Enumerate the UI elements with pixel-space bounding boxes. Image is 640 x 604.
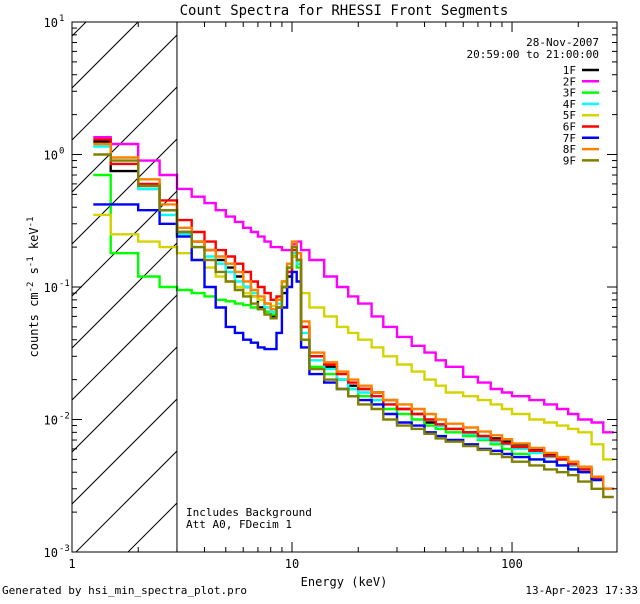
x-tick-label: 1 <box>68 557 75 571</box>
legend-label-4F: 4F <box>563 98 576 111</box>
legend-label-7F: 7F <box>563 132 576 145</box>
legend-label-9F: 9F <box>563 154 576 167</box>
y-tick-label: 10 <box>44 546 58 560</box>
hatch-line <box>72 34 177 141</box>
hatch-line <box>72 242 177 349</box>
x-axis-label: Energy (keV) <box>301 575 388 589</box>
footer-generator: Generated by hsi_min_spectra_plot.pro <box>2 584 247 597</box>
x-tick-label: 10 <box>285 557 299 571</box>
hatch-line <box>75 450 177 552</box>
series-3F <box>93 173 614 490</box>
series-2F <box>93 136 614 434</box>
legend-label-1F: 1F <box>563 64 576 77</box>
footer-timestamp: 13-Apr-2023 17:33 <box>525 584 638 597</box>
y-tick-exponent: 0 <box>59 147 64 157</box>
series-8F <box>93 142 614 490</box>
series-4F <box>93 145 614 490</box>
hatch-line <box>72 86 177 193</box>
legend-label-2F: 2F <box>563 75 576 88</box>
legend-label-3F: 3F <box>563 87 576 100</box>
y-axis-label: counts cm-2 s-1 keV-1 <box>26 217 41 358</box>
legend-label-6F: 6F <box>563 121 576 134</box>
y-tick-label: 10 <box>44 414 58 428</box>
y-tick-label: 10 <box>44 281 58 295</box>
date-label: 28-Nov-2007 <box>526 36 599 49</box>
legend-label-8F: 8F <box>563 143 576 156</box>
hatch-line <box>72 398 177 505</box>
annotation-background: Includes Background <box>186 506 312 519</box>
y-tick-label: 10 <box>44 16 58 30</box>
legend-label-5F: 5F <box>563 109 576 122</box>
time-range-label: 20:59:00 to 21:00:00 <box>467 48 599 61</box>
y-tick-exponent: -2 <box>59 412 70 422</box>
y-tick-label: 10 <box>44 149 58 163</box>
series-6F <box>93 138 614 490</box>
series-9F <box>93 153 614 499</box>
chart-title: Count Spectra for RHESSI Front Segments <box>180 3 509 19</box>
y-tick-exponent: -3 <box>59 544 70 554</box>
series-layer <box>93 136 614 499</box>
x-tick-label: 100 <box>501 557 523 571</box>
series-5F <box>93 213 614 461</box>
annotation-attenuator: Att A0, FDecim 1 <box>186 518 292 531</box>
y-tick-exponent: -1 <box>59 279 70 289</box>
y-tick-exponent: 1 <box>59 14 64 24</box>
